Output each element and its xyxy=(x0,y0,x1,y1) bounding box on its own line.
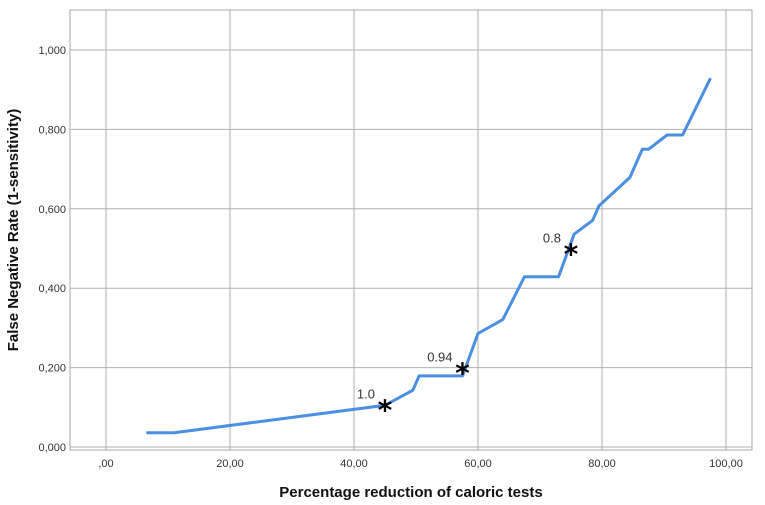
grid xyxy=(70,10,752,450)
plot-area xyxy=(69,9,753,451)
x-tick-label: ,00 xyxy=(98,458,113,470)
x-tick-label: 40,00 xyxy=(340,458,368,470)
annotation-marker: * xyxy=(378,394,393,427)
series xyxy=(146,77,712,435)
annotation-marker: * xyxy=(455,357,470,390)
y-tick-label: 0,600 xyxy=(38,204,66,216)
x-tick-label: 80,00 xyxy=(588,458,616,470)
y-tick-label: 1,000 xyxy=(38,45,66,57)
x-tick-label: 20,00 xyxy=(216,458,244,470)
x-tick-label: 100,00 xyxy=(709,458,743,470)
annotation-label: 0.94 xyxy=(427,350,452,365)
x-axis-title: Percentage reduction of caloric tests xyxy=(279,484,542,501)
annotation-label: 1.0 xyxy=(357,387,375,402)
annotations: *1.0*0.94*0.8 xyxy=(357,231,579,427)
y-tick-label: 0,400 xyxy=(38,283,66,295)
y-tick-label: 0,800 xyxy=(38,124,66,136)
x-tick-label: 60,00 xyxy=(464,458,492,470)
y-tick-label: 0,000 xyxy=(38,442,66,454)
tick-labels: ,00 20,00 40,00 60,00 80,00 100,00 0,000 0,200 0… xyxy=(38,45,742,470)
series-line xyxy=(146,77,712,435)
annotation-marker: * xyxy=(564,238,579,271)
y-tick-label: 0,200 xyxy=(38,363,66,375)
y-axis-title: False Negative Rate (1-sensitivity) xyxy=(5,109,22,352)
annotation-label: 0.8 xyxy=(543,231,561,246)
